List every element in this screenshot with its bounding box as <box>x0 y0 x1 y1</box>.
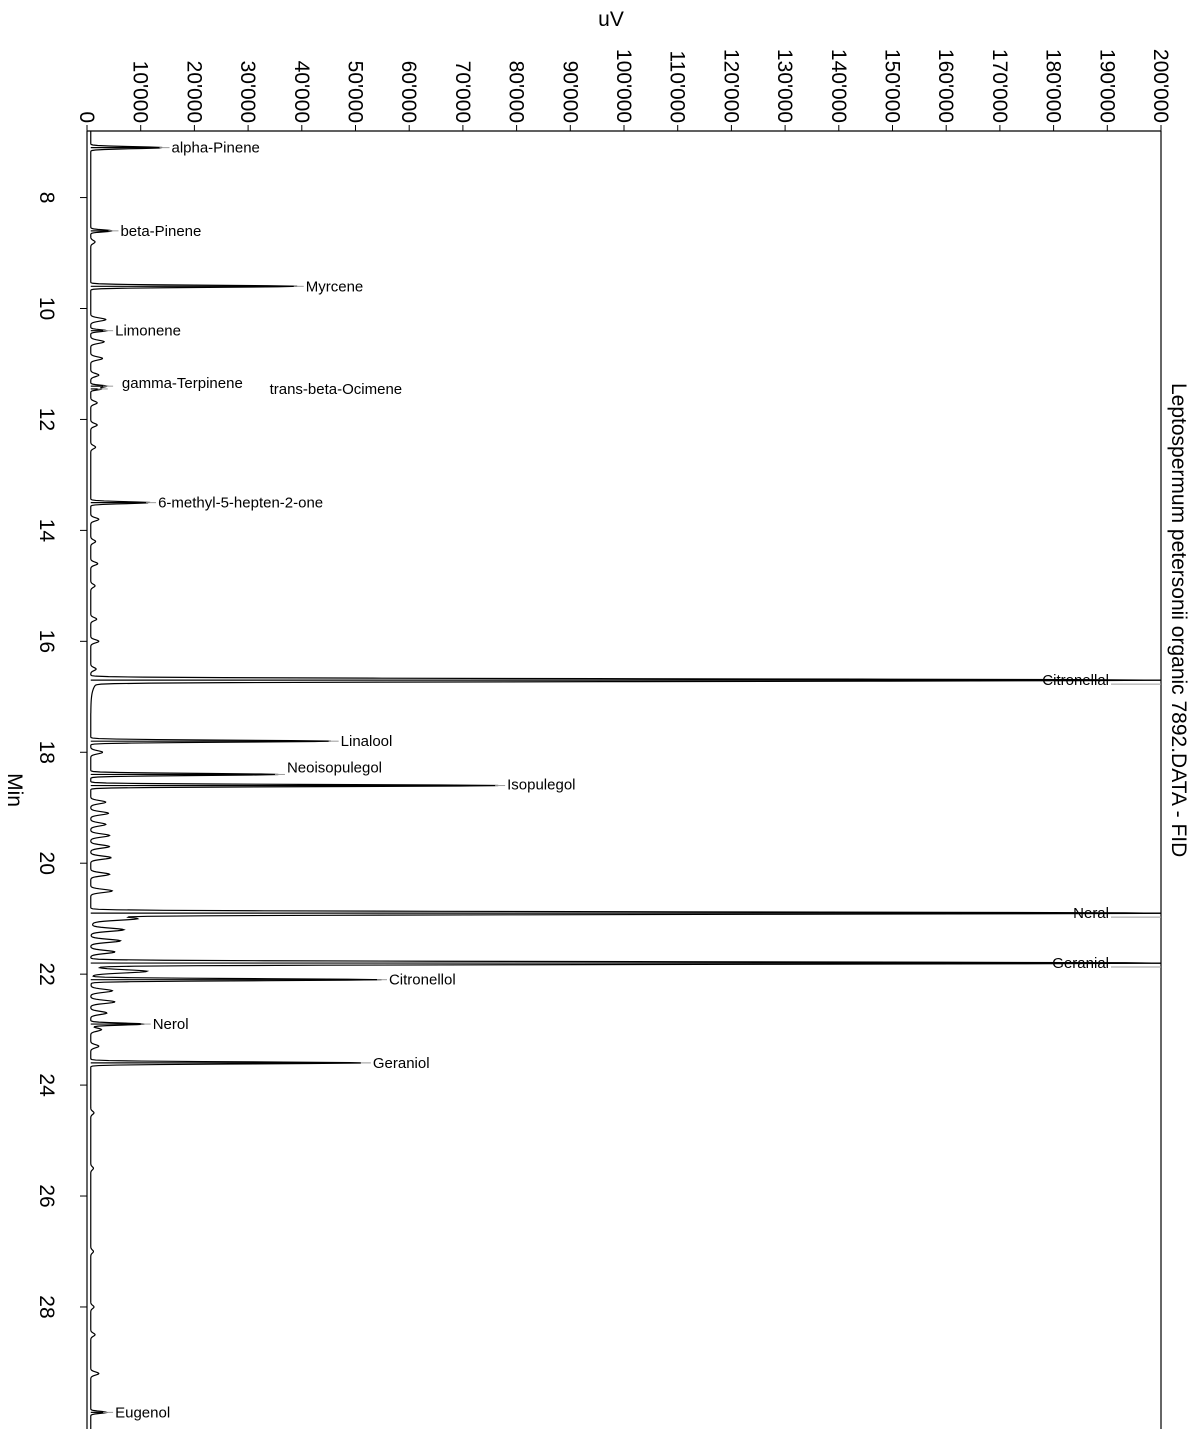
peak-label: Isopulegol <box>507 777 575 794</box>
peak-label: Neoisopulegol <box>287 759 382 776</box>
intensity-tick-label: 180'000 <box>1042 49 1065 123</box>
time-tick-label: 16 <box>35 630 58 653</box>
chromatogram-trace <box>90 131 1162 1429</box>
intensity-tick-label: 170'000 <box>988 49 1011 123</box>
y-axis-title: uV <box>598 8 624 31</box>
time-tick-label: 22 <box>35 962 58 985</box>
peak-label: alpha-Pinene <box>171 140 259 157</box>
peak-label: Citronellol <box>389 972 456 989</box>
time-tick-label: 14 <box>35 519 58 543</box>
plot-frame <box>86 130 1162 1429</box>
intensity-tick-label: 130'000 <box>773 49 796 123</box>
peak-label: beta-Pinene <box>120 223 201 240</box>
intensity-tick-label: 50'000 <box>344 61 367 123</box>
intensity-tick-label: 140'000 <box>827 49 850 123</box>
time-tick-label: 28 <box>35 1295 58 1318</box>
time-tick-label: 10 <box>35 297 58 320</box>
intensity-tick-label: 200'000 <box>1149 49 1172 123</box>
intensity-tick-label: 150'000 <box>881 49 904 123</box>
intensity-tick-label: 190'000 <box>1095 49 1118 123</box>
intensity-tick-label: 0 <box>75 111 98 123</box>
time-tick-label: 12 <box>35 408 58 431</box>
peak-label: Eugenol <box>115 1404 170 1421</box>
intensity-tick-label: 70'000 <box>451 61 474 123</box>
trace-group <box>90 131 1162 1429</box>
peak-label: Linalool <box>341 733 393 750</box>
x-axis-title: Min <box>3 773 26 807</box>
peak-label: gamma-Terpinene <box>122 375 243 392</box>
peak-label: Geraniol <box>373 1055 430 1072</box>
chart-title: Leptospermum petersonii organic 7892.DAT… <box>1167 383 1190 857</box>
intensity-tick-label: 40'000 <box>290 61 313 123</box>
intensity-tick-label: 30'000 <box>236 61 259 123</box>
time-tick-label: 24 <box>35 1073 58 1097</box>
time-tick-label: 26 <box>35 1184 58 1207</box>
axes-group: 0 10'000 20'000 30'000 40'000 50'000 60'000 70'… <box>35 49 1172 1319</box>
peak-label: Limonene <box>115 323 181 340</box>
peak-label: Geranial <box>1052 955 1109 972</box>
intensity-tick-label: 120'000 <box>719 49 742 123</box>
intensity-tick-label: 90'000 <box>558 61 581 123</box>
peak-label: Nerol <box>153 1016 189 1033</box>
intensity-tick-label: 60'000 <box>397 61 420 123</box>
intensity-tick-label: 110'000 <box>666 50 689 123</box>
peak-label: Myrcene <box>306 278 364 295</box>
peak-label: Citronellal <box>1042 672 1109 689</box>
intensity-tick-label: 20'000 <box>182 61 205 123</box>
peak-label: 6-methyl-5-hepten-2-one <box>158 495 323 512</box>
time-tick-label: 8 <box>35 192 58 204</box>
time-tick-label: 20 <box>35 852 58 875</box>
peak-labels-group: alpha-Pinene beta-Pinene Myrcene Limonene ga… <box>115 140 1109 1422</box>
intensity-tick-label: 10'000 <box>129 61 152 123</box>
peak-leaders-group <box>90 147 1161 1413</box>
intensity-tick-label: 80'000 <box>505 61 528 123</box>
intensity-tick-label: 100'000 <box>612 49 635 123</box>
peak-label: trans-beta-Ocimene <box>270 381 403 398</box>
peak-label: Neral <box>1073 905 1109 922</box>
time-tick-label: 18 <box>35 741 58 764</box>
intensity-tick-label: 160'000 <box>934 49 957 123</box>
